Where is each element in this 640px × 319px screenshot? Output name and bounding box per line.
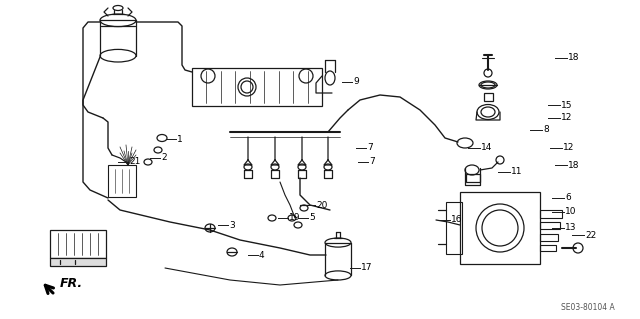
Bar — [460, 192, 540, 264]
Text: 18: 18 — [568, 54, 579, 63]
Text: 17: 17 — [361, 263, 372, 272]
Bar — [108, 165, 136, 197]
Text: 21: 21 — [129, 158, 140, 167]
Text: 12: 12 — [563, 144, 574, 152]
Text: 22: 22 — [585, 231, 596, 240]
Bar — [192, 68, 322, 106]
Text: 18: 18 — [568, 160, 579, 169]
Text: 13: 13 — [565, 224, 577, 233]
Text: 19: 19 — [289, 213, 301, 222]
Text: 2: 2 — [161, 153, 166, 162]
Bar — [540, 234, 558, 241]
Text: 15: 15 — [561, 100, 573, 109]
Bar — [50, 230, 106, 258]
Text: 1: 1 — [177, 135, 183, 144]
Bar — [466, 174, 480, 182]
Text: 10: 10 — [565, 207, 577, 217]
Bar — [446, 202, 462, 254]
Text: SE03-80104 A: SE03-80104 A — [561, 303, 615, 312]
Bar — [540, 245, 556, 251]
Text: 6: 6 — [565, 194, 571, 203]
Text: 7: 7 — [369, 158, 375, 167]
Text: 4: 4 — [259, 250, 264, 259]
Text: 5: 5 — [309, 213, 315, 222]
Bar — [484, 93, 493, 101]
Text: 3: 3 — [229, 220, 235, 229]
Text: 20: 20 — [316, 201, 328, 210]
Bar — [50, 258, 106, 266]
Bar — [540, 222, 560, 229]
Text: FR.: FR. — [60, 277, 83, 290]
Text: 8: 8 — [543, 125, 548, 135]
Text: 12: 12 — [561, 114, 572, 122]
Text: 7: 7 — [367, 144, 372, 152]
Text: 16: 16 — [451, 216, 463, 225]
Text: 14: 14 — [481, 144, 492, 152]
Bar — [540, 210, 562, 218]
Text: 11: 11 — [511, 167, 522, 176]
Text: 9: 9 — [353, 78, 359, 86]
